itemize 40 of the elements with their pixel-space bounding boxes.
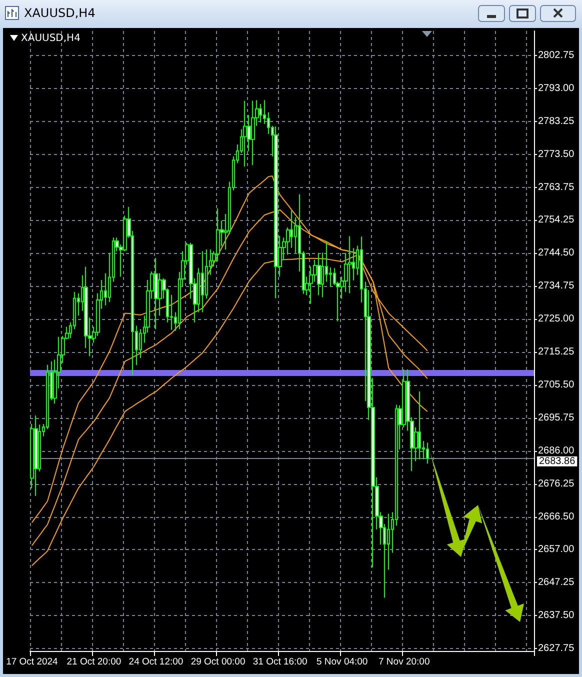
y-tick-label: 2802.75 — [538, 50, 575, 62]
y-tick-label: 2754.25 — [538, 214, 575, 226]
x-tick-label: 29 Oct 00:00 — [190, 656, 246, 668]
candlestick — [251, 100, 255, 166]
x-tick-label: 24 Oct 12:00 — [128, 656, 184, 668]
x-tick-label: 31 Oct 16:00 — [252, 656, 308, 668]
ref-line-label: 2683.86 — [539, 456, 576, 467]
y-tick-label: 2637.50 — [538, 610, 575, 621]
candlestick — [317, 252, 321, 296]
y-tick-label: 2695.75 — [538, 412, 575, 424]
x-tick-label: 17 Oct 2024 — [6, 656, 58, 668]
candlestick — [426, 442, 429, 464]
y-tick-label: 2783.25 — [538, 116, 575, 128]
y-tick-label: 2657.00 — [538, 544, 575, 555]
candlestick — [154, 257, 158, 330]
candlestick — [418, 390, 421, 460]
y-tick-label: 2676.25 — [538, 478, 575, 490]
x-tick-label: 7 Nov 20:00 — [378, 656, 430, 668]
candlestick — [201, 250, 204, 313]
y-tick-label: 2773.50 — [538, 149, 575, 160]
x-tick-label: 5 Nov 04:00 — [316, 656, 368, 668]
candlestick — [243, 100, 247, 168]
chart-subtitle: XAUUSD,H4 — [21, 33, 80, 44]
y-tick-label: 2725.00 — [538, 313, 575, 324]
y-tick-label: 2647.25 — [538, 576, 575, 588]
candlestick — [259, 103, 262, 123]
y-tick-label: 2705.50 — [538, 380, 575, 391]
chart-title: XAUUSD,H4 — [24, 6, 96, 20]
candlestick — [34, 415, 38, 496]
y-tick-label: 2715.25 — [538, 346, 575, 358]
candlestick — [348, 236, 352, 294]
x-tick-label: 21 Oct 20:00 — [66, 656, 122, 668]
y-tick-label: 2627.75 — [538, 642, 575, 654]
y-tick-label: 2744.50 — [538, 247, 575, 258]
y-tick-label: 2793.00 — [538, 83, 575, 94]
y-tick-label: 2666.50 — [538, 512, 575, 523]
y-tick-label: 2763.75 — [538, 182, 575, 194]
y-tick-label: 2686.00 — [538, 446, 575, 457]
candlestick — [274, 126, 278, 299]
y-tick-label: 2734.75 — [538, 280, 575, 292]
